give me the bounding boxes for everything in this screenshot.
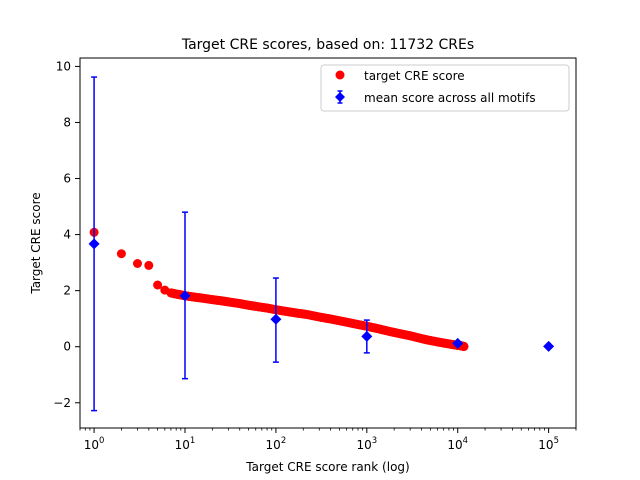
legend-frame [320,64,570,112]
mean-diamond [452,337,464,349]
x-tick-label: 103 [356,436,377,452]
x-tick-label: 104 [447,436,468,452]
y-tick-label: 4 [63,228,71,242]
y-tick-label: −2 [53,396,71,410]
mean-diamond [361,330,373,342]
legend-diamond-marker [335,92,345,102]
y-tick-label: 0 [63,340,71,354]
axes-frame [79,57,577,429]
y-tick-label: 10 [56,59,71,73]
score-point [116,249,126,259]
x-tick-label: 101 [175,436,196,452]
axes: 100 101 102 103 104 105 −2 0 2 4 6 8 10 [53,57,577,452]
x-tick-label: 105 [538,436,559,452]
y-tick-label: 2 [63,284,71,298]
mean-diamond [543,340,555,352]
x-tick-label: 100 [84,436,105,452]
score-point [133,259,142,268]
x-axis-label: Target CRE score rank (log) [245,460,409,474]
legend-label-mean-score: mean score across all motifs [364,91,536,105]
y-tick-label: 8 [63,115,71,129]
legend: target CRE score mean score across all m… [320,64,570,112]
y-tick-label: 6 [63,172,71,186]
score-point [153,280,163,290]
x-tick-label: 102 [266,436,287,452]
y-axis-label: Target CRE score [29,192,43,294]
plot-area [88,76,555,412]
score-point [144,260,154,270]
legend-label-target-score: target CRE score [364,69,465,83]
chart-title: Target CRE scores, based on: 11732 CREs [181,37,474,53]
mean-diamond [179,290,191,302]
mean-diamond [88,238,100,250]
mean-diamond [270,313,282,325]
legend-circle-marker [335,70,345,80]
